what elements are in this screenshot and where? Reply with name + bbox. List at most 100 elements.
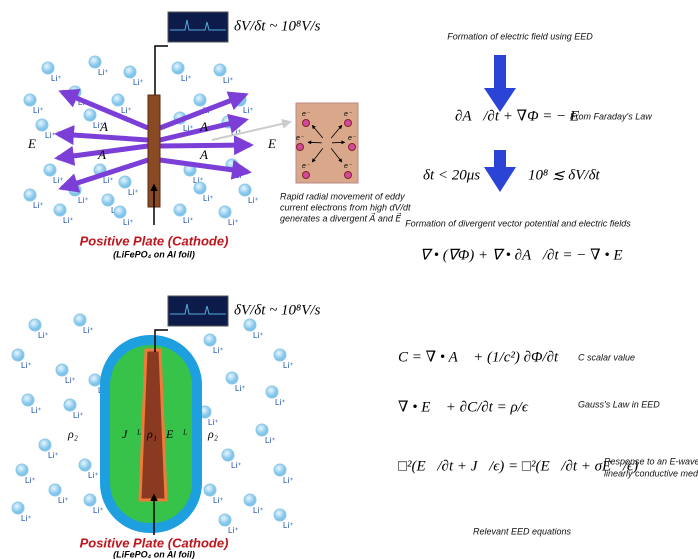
ion-label: Li⁺ [31,406,41,415]
plate-subtitle: (LiFePO₄ on Al foil) [113,249,195,259]
wire [154,329,168,352]
motion-arrow [331,140,346,145]
ion [101,193,115,207]
e-label: E⃗ [267,136,286,151]
ion-label: Li⁺ [93,121,103,130]
ion [238,183,252,197]
condition: δt < 20μs [423,167,480,183]
equation: C = ∇ • A⃗ + (1/c²) ∂Φ/∂t [398,349,559,365]
ion [88,55,102,69]
electron-label: e⁻ [344,163,353,170]
equation: ∂A⃗/∂t + ∇Φ = − E⃗ [455,108,591,124]
ion-label: Li⁺ [93,506,103,515]
ion-label: Li⁺ [33,201,43,210]
ion [55,363,69,377]
e-label: E⃗ [27,136,46,151]
ion [63,398,77,412]
ion-label: Li⁺ [51,74,61,83]
equation-note: From Faraday's Law [570,111,652,121]
caption: generates a divergent A⃗ and E⃗ [280,213,401,224]
field-arrow [54,143,149,166]
waveform [170,303,226,315]
equation-note: Response to an E-wave in [604,456,698,466]
ion-label: Li⁺ [283,361,293,370]
ion [43,163,57,177]
motion-arrow [330,124,343,139]
ion-label: Li⁺ [78,196,88,205]
ion-label: Li⁺ [203,194,213,203]
ion-label: Li⁺ [235,384,245,393]
ion-label: Li⁺ [63,216,73,225]
ion [23,93,37,107]
ion-label: Li⁺ [213,346,223,355]
ion-label: Li⁺ [223,76,233,85]
electron [302,119,310,127]
ion-label: Li⁺ [83,326,93,335]
plate [138,348,168,502]
equation-note: C scalar value [578,352,635,362]
ion-label: Li⁺ [231,461,241,470]
ion [48,483,62,497]
ion-label: Li⁺ [53,176,63,185]
ion [111,93,125,107]
ion [118,175,132,189]
motion-arrow [311,124,324,139]
rho-label: ρ₁ [146,427,157,441]
ion-label: Li⁺ [65,376,75,385]
rate-label: δV/δt ~ 10⁸V/s [234,302,321,318]
flow-arrow [484,150,516,192]
ion-label: Li⁺ [283,521,293,530]
ion [273,463,287,477]
rho-label: ρ₂ [207,427,218,441]
ion [243,318,257,332]
ion-label: Li⁺ [208,418,218,427]
ion [11,501,25,515]
ion [53,203,67,217]
field-arrow [58,88,149,131]
field-arrow [159,157,252,180]
ion [255,423,269,437]
ion-label: Li⁺ [21,514,31,523]
ion-label: Li⁺ [128,188,138,197]
ion-label: Li⁺ [48,451,58,460]
ion [35,118,49,132]
ion-label: Li⁺ [121,106,131,115]
ion-label: Li⁺ [133,78,143,87]
electron-box [295,102,359,184]
field-arrow [159,135,254,156]
a-label: A⃗ [99,119,118,134]
ion [273,508,287,522]
motion-arrow [311,148,324,163]
ion-label: Li⁺ [103,176,113,185]
ion [73,313,87,327]
a-label: A⃗ [199,119,218,134]
ion [38,438,52,452]
electron-label: e⁻ [302,111,311,118]
ion-label: Li⁺ [183,216,193,225]
equation: □²(E⃗/∂t + J⃗/ϵ) = □²(E⃗/∂t + σE⃗/ϵ) [398,458,638,474]
ion [193,93,207,107]
condition: 10⁸ ≲ δV/δt [528,167,601,183]
motion-arrow [330,148,343,163]
equation: ∇ • (∇Φ) + ∇ • ∂A⃗/∂t = − ∇ • E⃗ [420,247,634,263]
ion-label: Li⁺ [283,476,293,485]
rate-label: δV/δt ~ 10⁸V/s [234,18,321,34]
ion [218,205,232,219]
ion [123,65,137,79]
ion [28,318,42,332]
caption: Relevant EED equations [473,526,572,536]
electron [344,171,352,179]
field-arrow [54,125,149,146]
flow-arrow [484,55,516,112]
ion-label: Li⁺ [243,106,253,115]
caption: current electrons from high dV/dt [280,202,411,212]
ion-label: Li⁺ [88,471,98,480]
ion [113,205,127,219]
ion [173,203,187,217]
oscilloscope [167,295,229,327]
ion-label: Li⁺ [21,361,31,370]
ion-label: Li⁺ [213,496,223,505]
ion-label: Li⁺ [275,398,285,407]
ion-label: Li⁺ [253,506,263,515]
